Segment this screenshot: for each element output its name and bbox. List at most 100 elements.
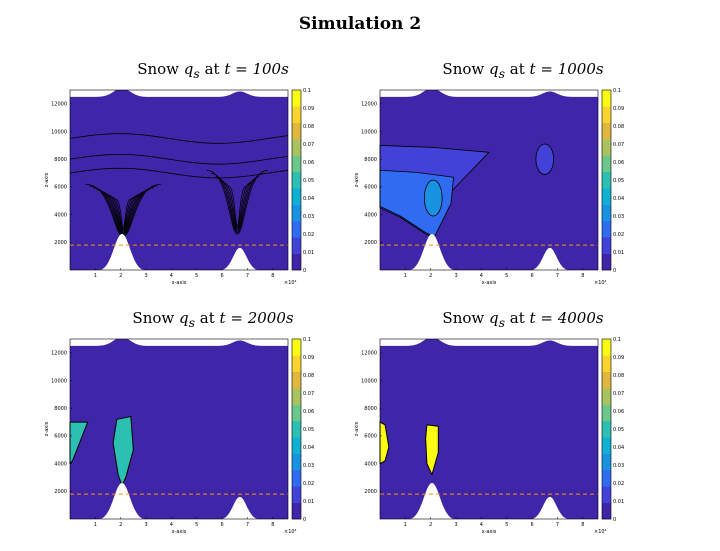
colorbar-tick-label: 0.08 [303, 373, 314, 379]
x-tick-label: 1 [404, 522, 407, 528]
x-tick-label: 5 [195, 273, 198, 279]
x-tick-label: 1 [94, 522, 97, 528]
colorbar-segment [602, 453, 611, 471]
contour-line [100, 191, 147, 233]
snow-region [112, 416, 134, 487]
colorbar-tick-label: 0.07 [303, 142, 314, 148]
x-tick-label: 1 [94, 273, 97, 279]
colorbar-tick-label: 0.03 [303, 214, 314, 220]
y-tick-label: 10000 [361, 129, 377, 135]
contour-line [69, 153, 289, 165]
colorbar-tick-label: 0.04 [613, 445, 624, 451]
colorbar-segment [292, 253, 301, 271]
y-tick-label: 12000 [51, 351, 67, 357]
colorbar-segment [292, 237, 301, 254]
x-tick-label: 4 [480, 522, 483, 528]
colorbar-frame [601, 89, 612, 271]
x-tick-label: 8 [271, 522, 274, 528]
top-boundary [380, 88, 598, 97]
colorbar-tick-label: 0.1 [613, 337, 621, 343]
colorbar-segment [602, 204, 611, 222]
colorbar-tick-label: 0.03 [303, 463, 314, 469]
x-tick-label: 3 [144, 273, 147, 279]
colorbar-frame [601, 338, 612, 520]
y-tick-label: 12000 [51, 102, 67, 108]
y-tick-label: 8000 [54, 157, 67, 163]
colorbar-segment [602, 188, 611, 205]
colorbar-segment [292, 469, 301, 487]
x-axis-multiplier: ×10⁴ [284, 280, 297, 286]
contour-line [115, 198, 132, 229]
panel-t2000: Snow qs at t = 2000s 1 2 3 4 5 6 7 8 2000 4000 600… [40, 309, 370, 549]
colorbar-tick-label: 0.02 [303, 232, 314, 238]
y-tick-label: 4000 [54, 461, 67, 467]
terrain-peak-right [530, 496, 569, 519]
colorbar-frame [291, 89, 302, 271]
colorbar-tick-label: 0.1 [613, 88, 621, 94]
x-tick-label: 4 [170, 522, 173, 528]
colorbar-tick-label: 0.09 [613, 106, 624, 112]
x-tick-label: 3 [454, 273, 457, 279]
y-tick-label: 10000 [361, 378, 377, 384]
colorbar-tick-label: 0.02 [303, 481, 314, 487]
colorbar-segment [602, 155, 611, 173]
colorbar-tick-label: 0 [303, 268, 306, 274]
x-axis-multiplier: ×10⁴ [284, 529, 297, 535]
top-boundary [380, 337, 598, 346]
colorbar-tick-label: 0 [613, 517, 616, 523]
colorbar-segment [292, 171, 301, 189]
panel-title: Snow qs at t = 2000s [132, 309, 294, 330]
colorbar-segment [602, 90, 611, 107]
y-axis-label: z-axis [44, 421, 50, 436]
colorbar-segment [602, 339, 611, 356]
colorbar-segment [292, 486, 301, 503]
contour-line [215, 176, 260, 232]
colorbar-segment [292, 355, 301, 373]
x-axis-multiplier: ×10⁴ [594, 529, 607, 535]
top-boundary [70, 337, 288, 346]
panel-title: Snow qs at t = 1000s [442, 60, 604, 81]
x-tick-label: 4 [480, 273, 483, 279]
panel-title: Snow qs at t = 100s [137, 60, 289, 81]
colorbar-segment [602, 253, 611, 271]
contour-line [107, 194, 139, 231]
colorbar-tick-label: 0.07 [613, 391, 624, 397]
x-tick-label: 7 [246, 273, 249, 279]
colorbar-segment [292, 388, 301, 405]
colorbar-segment [602, 237, 611, 254]
x-axis-label: x-axis [482, 280, 497, 286]
colorbar-tick-label: 0.01 [613, 499, 624, 505]
y-tick-label: 10000 [51, 378, 67, 384]
colorbar-segment [602, 420, 611, 438]
terrain-peak-right [220, 247, 259, 270]
colorbar-tick-label: 0 [613, 268, 616, 274]
y-tick-label: 10000 [51, 129, 67, 135]
contour-line [69, 133, 289, 144]
contour-line [224, 182, 251, 229]
plot-frame [69, 89, 289, 271]
colorbar-tick-label: 0.05 [303, 178, 314, 184]
colorbar-tick-label: 0.03 [613, 214, 624, 220]
colorbar-tick-label: 0.08 [613, 373, 624, 379]
chart-svg: 1 2 3 4 5 6 7 8 2000 4000 6000 8000 10000 12000 x-axis… [44, 337, 314, 535]
panel-t4000: Snow qs at t = 4000s 1 2 3 4 5 6 7 8 2000 4000 600… [350, 309, 680, 549]
y-tick-label: 6000 [54, 185, 67, 191]
colorbar-tick-label: 0.05 [303, 427, 314, 433]
y-axis-label: z-axis [354, 421, 360, 436]
y-tick-label: 4000 [364, 212, 377, 218]
colorbar-segment [602, 486, 611, 503]
chart-svg: 1 2 3 4 5 6 7 8 2000 4000 6000 8000 10000 12000 x-axis… [44, 88, 314, 286]
colorbar-tick-label: 0.04 [613, 196, 624, 202]
y-tick-label: 4000 [54, 212, 67, 218]
x-tick-label: 5 [505, 522, 508, 528]
colorbar-segment [602, 502, 611, 520]
contour-line [96, 189, 150, 234]
y-tick-label: 6000 [364, 434, 377, 440]
plot-background [380, 339, 598, 519]
colorbar-segment [602, 171, 611, 189]
panel-t1000: Snow qs at t = 1000s 1 2 3 4 5 6 7 8 2000 4000 600… [350, 60, 680, 300]
colorbar-segment [292, 339, 301, 356]
x-tick-label: 8 [581, 273, 584, 279]
colorbar-segment [292, 220, 301, 238]
colorbar-segment [292, 453, 301, 471]
